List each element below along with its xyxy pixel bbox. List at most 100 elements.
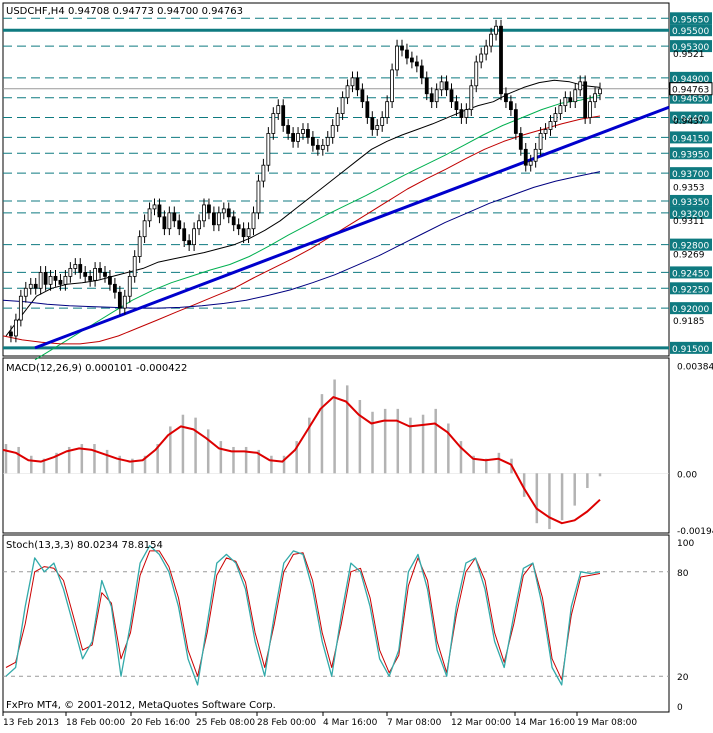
level-label-box (670, 167, 712, 180)
candle-body (33, 283, 38, 289)
candle-body (320, 144, 325, 150)
candle-body (286, 125, 291, 134)
candle-body (58, 279, 63, 285)
candle-body (306, 129, 310, 138)
level-label: 0.92450 (672, 269, 709, 279)
candle-body (315, 144, 320, 150)
macd-signal-line (2, 396, 601, 525)
candle-body (385, 101, 390, 118)
level-label-box (670, 238, 712, 251)
candle-body (538, 133, 543, 150)
candle-body (340, 97, 345, 114)
level-label-box (670, 131, 712, 144)
stoch-tick-label: 100 (677, 539, 694, 549)
candle-body (172, 212, 177, 222)
candle-body (508, 101, 513, 111)
candle-body (53, 275, 58, 281)
candle-body (152, 204, 157, 210)
current-price-label: 0.94763 (672, 86, 709, 96)
candle-body (127, 275, 132, 297)
candle-body (380, 117, 385, 126)
candle-body (484, 45, 489, 55)
candle-body (192, 228, 197, 246)
candle-body (301, 129, 305, 134)
level-label: 0.93950 (672, 150, 709, 160)
labels-layer: 0.95650 0.95500 0.95300 0.94900 0.94650 0.944… (2, 12, 713, 728)
candle-body (266, 133, 271, 166)
candle-body (296, 133, 300, 142)
stoch-pane-frame (2, 534, 670, 713)
candle-body (598, 88, 602, 95)
x-tick-label: 18 Feb 00:00 (66, 718, 125, 728)
candle-body (216, 212, 221, 226)
candle-body (281, 105, 286, 126)
candle-body (18, 295, 23, 321)
level-label-box (670, 302, 712, 315)
x-tick-label: 7 Mar 08:00 (387, 718, 442, 728)
price-tick-label: 0.9311 (673, 217, 705, 227)
candle-body (98, 268, 102, 273)
candle-body (533, 148, 538, 162)
candle-body (142, 220, 147, 238)
candle-body (207, 204, 211, 214)
candle-body (469, 85, 474, 111)
candle-body (187, 240, 192, 246)
candle-body (355, 77, 360, 91)
candle-body (548, 121, 553, 130)
price-tick-label: 0.9437 (673, 117, 705, 127)
ma-navy-line (2, 171, 601, 309)
candle-body (271, 113, 276, 134)
macd-label: MACD(12,26,9) 0.000101 -0.000422 (6, 363, 187, 374)
candle-body (494, 25, 498, 35)
candle-body (28, 283, 33, 289)
x-tick-label: 4 Mar 16:00 (323, 718, 378, 728)
candle-body (93, 268, 97, 281)
level-label: 0.93700 (672, 170, 709, 180)
candle-body (157, 204, 162, 218)
level-label-box (670, 194, 712, 207)
candle-body (246, 228, 251, 238)
candle-body (360, 89, 365, 103)
candle-body (593, 93, 597, 103)
candle-body (231, 216, 236, 226)
stoch-tick-label: 20 (677, 673, 689, 683)
candle-body (38, 272, 43, 289)
candle-body (221, 208, 226, 214)
candle-body (276, 105, 281, 114)
stoch-tick-label: 0 (677, 703, 683, 713)
candle-body (108, 275, 112, 285)
candle-body (464, 109, 469, 118)
x-tick-label: 28 Feb 00:00 (257, 718, 316, 728)
candle-body (568, 97, 573, 103)
candle-body (419, 65, 424, 79)
candle-body (370, 117, 375, 130)
level-label: 0.92800 (672, 242, 709, 252)
candle-body (543, 129, 548, 134)
level-label-box (670, 40, 712, 53)
x-tick-label: 20 Feb 16:00 (131, 718, 190, 728)
candle-body (405, 49, 409, 59)
candle-body (63, 275, 68, 285)
level-label-box (670, 341, 712, 354)
candle-body (400, 45, 404, 51)
candle-body (113, 283, 117, 293)
x-tick-label: 19 Mar 08:00 (577, 718, 637, 728)
level-label: 0.92250 (672, 285, 709, 295)
price-tick-label: 0.9353 (673, 184, 705, 194)
symbol-label: USDCHF,H4 (6, 6, 65, 17)
candle-body (202, 204, 206, 222)
candle-body (365, 101, 370, 118)
level-label-box (670, 111, 712, 124)
level-label-box (670, 206, 712, 219)
level-label-box (670, 266, 712, 279)
level-label: 0.94900 (672, 75, 709, 85)
candle-body (177, 220, 182, 230)
candle-body (73, 264, 78, 269)
candle-body (211, 212, 216, 226)
candle-body (479, 53, 484, 63)
candle-body (226, 208, 231, 218)
level-label-box (670, 12, 712, 25)
stoch-label: Stoch(13,3,3) 80.0234 78.8154 (6, 540, 163, 551)
candle-body (251, 212, 256, 230)
